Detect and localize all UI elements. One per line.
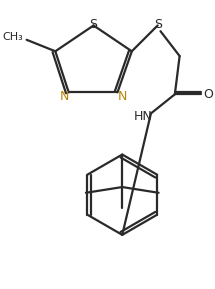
Text: S: S <box>155 18 163 31</box>
Text: CH₃: CH₃ <box>2 32 23 42</box>
Text: N: N <box>118 90 127 103</box>
Text: HN: HN <box>134 110 153 123</box>
Text: S: S <box>90 18 98 31</box>
Text: O: O <box>203 88 213 101</box>
Text: N: N <box>60 90 70 103</box>
